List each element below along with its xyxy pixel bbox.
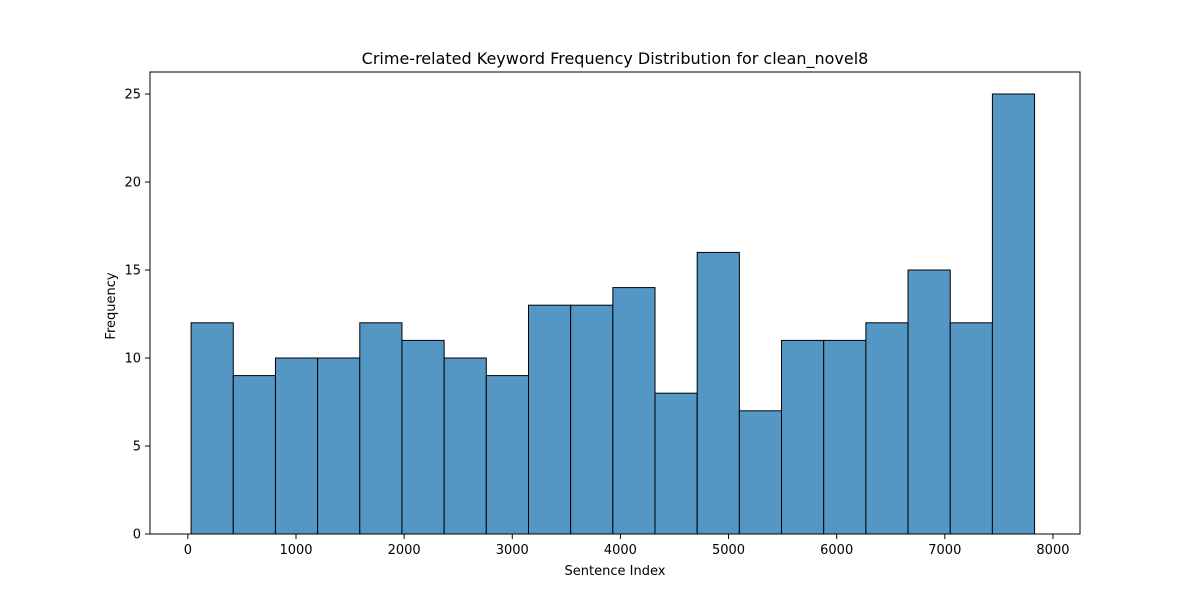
plot-frame [149,71,1081,535]
histogram-bar-9 [570,304,614,535]
histogram-bar-14 [781,339,825,535]
histogram-bar-0 [190,322,234,535]
y-axis-label: Frequency [104,272,119,339]
chart-title: Crime-related Keyword Frequency Distribu… [362,49,869,69]
y-tick-label: 10 [124,352,141,367]
x-tick-label: 2000 [388,543,421,558]
x-tick-label: 5000 [712,543,745,558]
histogram-bar-5 [401,339,445,535]
y-tick-label: 5 [133,440,141,455]
x-tick-label: 8000 [1036,543,1069,558]
bars-group [190,93,1036,535]
histogram-bar-18 [949,322,993,535]
y-tick-label: 25 [124,88,141,103]
x-tick-label: 4000 [604,543,637,558]
histogram-bar-4 [359,322,403,535]
histogram-bar-16 [865,322,909,535]
y-axis-ticks: 0 5 10 15 20 25 [124,88,150,543]
histogram-bar-2 [274,357,319,535]
x-tick-label: 3000 [496,543,529,558]
x-tick-label: 0 [184,543,192,558]
x-tick-label: 1000 [279,543,312,558]
x-axis-ticks: 0 1000 2000 3000 4000 5000 6000 7000 8000 [184,534,1070,558]
x-axis-label: Sentence Index [565,564,666,579]
histogram-bar-19 [991,93,1036,535]
histogram-bar-13 [738,410,783,535]
x-tick-label: 6000 [820,543,853,558]
histogram-bar-1 [232,375,276,535]
histogram-bar-3 [317,357,361,535]
histogram-bar-12 [696,251,740,535]
histogram-bar-15 [823,339,867,535]
y-tick-label: 20 [124,176,141,191]
histogram-bar-10 [612,287,656,535]
y-tick-label: 15 [124,264,141,279]
histogram-bar-8 [527,304,572,535]
histogram-bar-11 [654,392,698,535]
histogram-bar-17 [907,269,951,535]
x-tick-label: 7000 [928,543,961,558]
histogram-bar-6 [443,357,487,535]
histogram-bar-7 [485,375,529,535]
y-tick-label: 0 [133,528,141,543]
